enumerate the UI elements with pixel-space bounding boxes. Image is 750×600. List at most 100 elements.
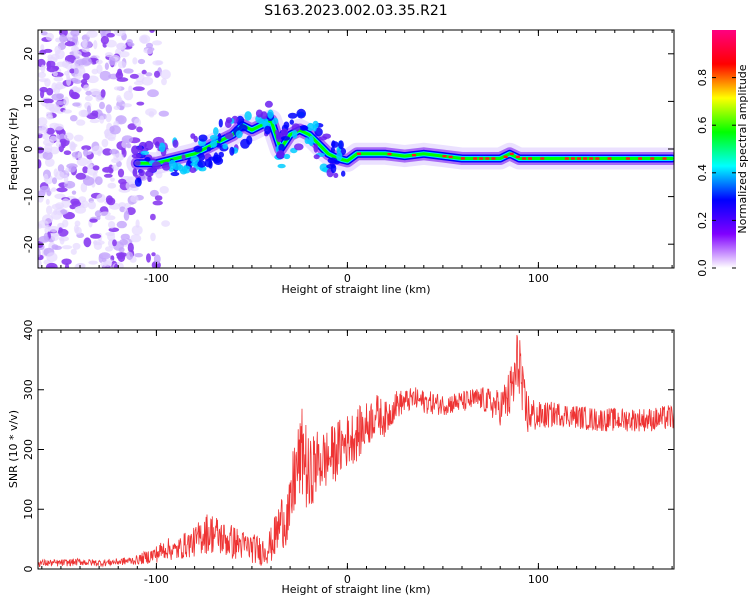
heatmap-speckle	[108, 57, 116, 66]
ridge-peak-mark	[473, 157, 478, 160]
ridge-peak-mark	[460, 157, 465, 160]
ridge-peak-mark	[503, 155, 508, 158]
ridge-peak-mark	[509, 152, 514, 155]
heatmap-speckle	[61, 245, 73, 250]
ridge-blob	[158, 142, 166, 153]
heatmap-speckle	[104, 215, 116, 221]
heatmap-speckle	[104, 62, 109, 70]
heatmap-speckle	[102, 166, 114, 173]
heatmap-speckle	[76, 119, 86, 126]
ridge-peak-mark	[595, 157, 600, 160]
heatmap-speckle	[43, 173, 49, 182]
heatmap-speckle	[133, 80, 144, 86]
heatmap-speckle	[43, 232, 49, 241]
heatmap-speckle	[126, 143, 132, 149]
colorbar-tick-label: 0.6	[696, 116, 709, 134]
x-tick-label: -100	[144, 573, 169, 586]
ridge-blob	[190, 162, 200, 167]
heatmap-speckle	[145, 47, 154, 55]
heatmap-speckle	[64, 132, 74, 141]
heatmap-speckle	[38, 259, 42, 268]
heatmap-speckle	[56, 187, 68, 193]
heatmap-speckle	[130, 234, 142, 243]
colorbar-label: Normalized spectral amplitude	[736, 64, 749, 233]
heatmap-speckle	[98, 252, 111, 260]
heatmap-speckle	[82, 176, 95, 186]
colorbar-bar	[712, 30, 736, 268]
heatmap-speckle	[70, 248, 77, 255]
ridge-peak-mark	[479, 157, 484, 160]
heatmap-speckle	[75, 226, 82, 235]
heatmap-speckle	[43, 98, 54, 104]
heatmap-speckle	[141, 76, 154, 86]
snr-y-ticks: 0 100 200 300 400	[22, 320, 674, 573]
heatmap-speckle	[133, 118, 142, 127]
ridge-peak-mark	[625, 157, 630, 160]
heatmap-speckle	[130, 195, 139, 203]
heatmap-speckle	[55, 101, 66, 105]
heatmap-speckle	[99, 70, 111, 81]
ridge-blob	[197, 160, 207, 168]
ridge-blob	[147, 167, 157, 173]
heatmap-speckle	[61, 198, 70, 209]
snr-series-line	[38, 334, 674, 568]
heatmap-speckle	[51, 187, 57, 192]
heatmap-speckle	[61, 258, 72, 265]
ridge-blob	[275, 132, 283, 143]
heatmap-speckle	[105, 195, 113, 205]
y-tick-label: 200	[22, 439, 35, 460]
heatmap-speckle	[63, 96, 69, 106]
heatmap-speckle	[112, 239, 117, 247]
ridge-blob	[172, 139, 179, 148]
heatmap-speckle	[70, 30, 80, 37]
ridge-blob	[190, 133, 196, 139]
heatmap-speckle	[62, 109, 72, 114]
heatmap-speckle	[40, 89, 45, 99]
heatmap-speckle	[117, 168, 125, 178]
ridge-blob	[155, 141, 160, 149]
heatmap-speckle	[45, 198, 50, 205]
heatmap-speckle	[83, 84, 90, 91]
heatmap-speckle	[107, 136, 116, 142]
heatmap-speckle	[87, 75, 99, 84]
heatmap-speckle	[59, 237, 65, 245]
heatmap-speckle	[47, 111, 53, 119]
ridge-peak-mark	[522, 157, 526, 160]
heatmap-speckle	[147, 89, 159, 98]
ridge-blob	[277, 163, 286, 169]
heatmap-speckle	[87, 201, 96, 210]
heatmap-speckle	[69, 141, 76, 151]
ridge-blob	[300, 125, 309, 131]
ridge-blob	[338, 140, 344, 150]
heatmap-speckle	[49, 135, 57, 142]
ridge-peak-mark	[387, 152, 392, 156]
ridge-blob	[147, 175, 152, 182]
heatmap-speckle	[123, 90, 134, 101]
heatmap-speckle	[103, 173, 113, 178]
heatmap-speckle	[51, 210, 63, 220]
ridge-blob	[292, 129, 298, 139]
heatmap-speckle	[74, 220, 81, 227]
heatmap-speckle	[65, 167, 70, 174]
ridge-blob	[258, 117, 269, 125]
ridge-peak-mark	[540, 157, 545, 160]
heatmap-speckle	[46, 252, 58, 263]
spectrogram-heatmap	[38, 30, 674, 268]
ridge-blob	[331, 141, 339, 148]
heatmap-speckle	[131, 225, 143, 236]
ridge-blob	[271, 117, 279, 125]
heatmap-speckle	[64, 70, 70, 76]
heatmap-speckle	[89, 88, 101, 96]
heatmap-speckle	[150, 213, 156, 221]
heatmap-speckle	[137, 58, 146, 65]
ridge-blob	[238, 124, 248, 132]
ridge-blob	[229, 146, 235, 156]
heatmap-speckle	[87, 159, 93, 169]
heatmap-speckle	[45, 102, 55, 110]
heatmap-speckle	[152, 200, 163, 206]
ridge-blob	[140, 150, 150, 155]
heatmap-speckle	[105, 104, 113, 114]
heatmap-speckle	[52, 177, 57, 185]
heatmap-speckle	[96, 193, 106, 203]
